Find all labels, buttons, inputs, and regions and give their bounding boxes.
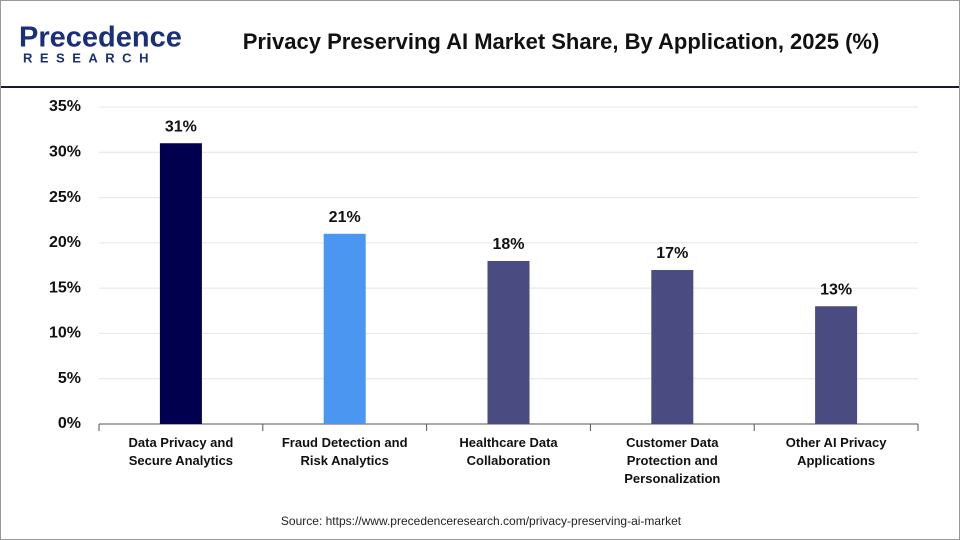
value-label: 18%: [492, 236, 524, 253]
x-tick-label: Fraud Detection and Risk Analytics: [281, 435, 408, 468]
chart-title: Privacy Preserving AI Market Share, By A…: [243, 29, 880, 54]
value-label: 31%: [165, 118, 197, 135]
x-tick-label: Customer Data Protection and Personaliza…: [624, 435, 721, 486]
y-tick-label: 10%: [49, 325, 81, 342]
y-tick-label: 30%: [49, 144, 81, 161]
y-tick-label: 25%: [49, 189, 81, 206]
logo-name: Precedence: [19, 22, 182, 54]
bar: [323, 233, 366, 424]
y-tick-label: 20%: [49, 234, 81, 251]
value-label: 13%: [820, 281, 852, 298]
logo-sub: RESEARCH: [23, 50, 156, 65]
value-label: 17%: [656, 245, 688, 262]
y-tick-label: 0%: [58, 415, 81, 432]
x-tick-label: Data Privacy and Secure Analytics: [128, 435, 234, 468]
y-tick-label: 5%: [58, 370, 81, 387]
bar: [815, 306, 858, 424]
x-tick-label: Healthcare Data Collaboration: [459, 435, 558, 468]
bar: [487, 260, 530, 424]
y-tick-label: 35%: [49, 98, 81, 115]
source: Source: https://www.precedenceresearch.c…: [281, 514, 682, 528]
value-label: 21%: [329, 209, 361, 226]
x-tick-label: Other AI Privacy Applications: [785, 435, 887, 468]
bar: [159, 143, 202, 424]
y-tick-label: 15%: [49, 279, 81, 296]
bar: [651, 270, 694, 424]
